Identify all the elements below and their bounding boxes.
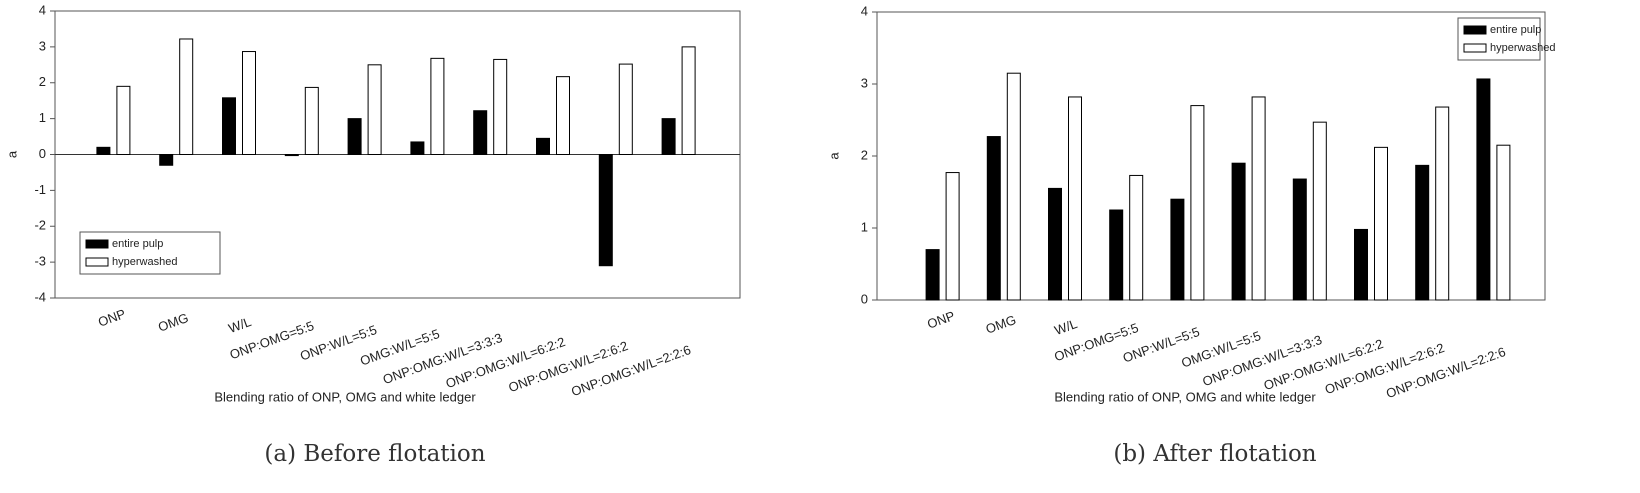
bar [945,172,960,301]
bar [430,57,445,155]
bar [925,249,940,301]
bar [1190,105,1205,301]
caption: (b) After flotation [1113,441,1316,467]
legend-box [79,231,221,275]
bar [1354,228,1368,301]
x-tick-label: ONP [925,308,957,332]
bar [1496,144,1511,301]
x-tick-label: W/L [226,314,253,336]
bar [1435,106,1450,301]
y-tick-label: 0 [861,291,868,306]
bar [1374,146,1388,301]
legend-swatch [1463,25,1487,35]
bar [493,58,508,155]
bar [618,63,633,155]
y-tick-label: 1 [39,110,46,125]
legend-label: entire pulp [112,238,163,250]
bar [1109,209,1124,301]
x-tick-label: W/L [1052,316,1079,338]
caption: (a) Before flotation [264,441,485,467]
y-tick-label: 2 [39,74,46,89]
x-tick-label: OMG [156,310,190,335]
legend-label: entire pulp [1490,24,1541,36]
y-tick-label: 4 [861,3,868,18]
bar [1068,96,1082,301]
legend-swatch [85,239,109,249]
legend-label: hyperwashed [1490,42,1555,54]
bar [410,141,425,156]
bar [1048,187,1062,301]
bar [536,137,550,155]
legend-box [1457,17,1541,61]
y-tick-label: 0 [39,146,46,161]
y-tick-label: -3 [34,254,46,269]
y-tick-label: -2 [34,218,46,233]
bar [1415,164,1430,301]
y-tick-label: 1 [861,219,868,234]
x-axis-label: Blending ratio of ONP, OMG and white led… [214,389,476,404]
bar [1251,96,1266,301]
y-axis-label: a [826,152,841,160]
bar [116,85,131,155]
x-axis-label: Blending ratio of ONP, OMG and white led… [1054,389,1316,404]
y-tick-label: 3 [39,38,46,53]
bar [179,38,194,155]
y-tick-label: 2 [861,147,868,162]
bar [242,51,256,155]
bar [1129,174,1144,301]
bar [1312,121,1327,301]
bar [1170,198,1185,301]
bar [159,154,174,166]
y-tick-label: 4 [39,2,46,17]
legend-swatch [1463,43,1487,53]
bar [1292,178,1307,301]
bar [598,154,613,267]
bar [96,146,111,155]
x-tick-label: OMG [984,312,1018,337]
y-tick-label: 3 [861,75,868,90]
y-tick-label: -4 [34,289,46,304]
y-tick-label: -1 [34,182,46,197]
bar [222,97,236,155]
bar [661,118,676,155]
x-tick-label: ONP [96,306,128,330]
bar [473,110,488,155]
bar [284,154,299,157]
bar [347,118,362,155]
legend-swatch [85,257,109,267]
bar [556,76,570,155]
bar [1476,78,1491,301]
legend-label: hyperwashed [112,256,177,268]
bar [986,136,1001,301]
bar [681,46,696,155]
y-axis-label: a [4,150,19,158]
bar [1231,162,1246,301]
bar [1006,72,1021,301]
bar [367,64,382,155]
bar [304,86,319,155]
